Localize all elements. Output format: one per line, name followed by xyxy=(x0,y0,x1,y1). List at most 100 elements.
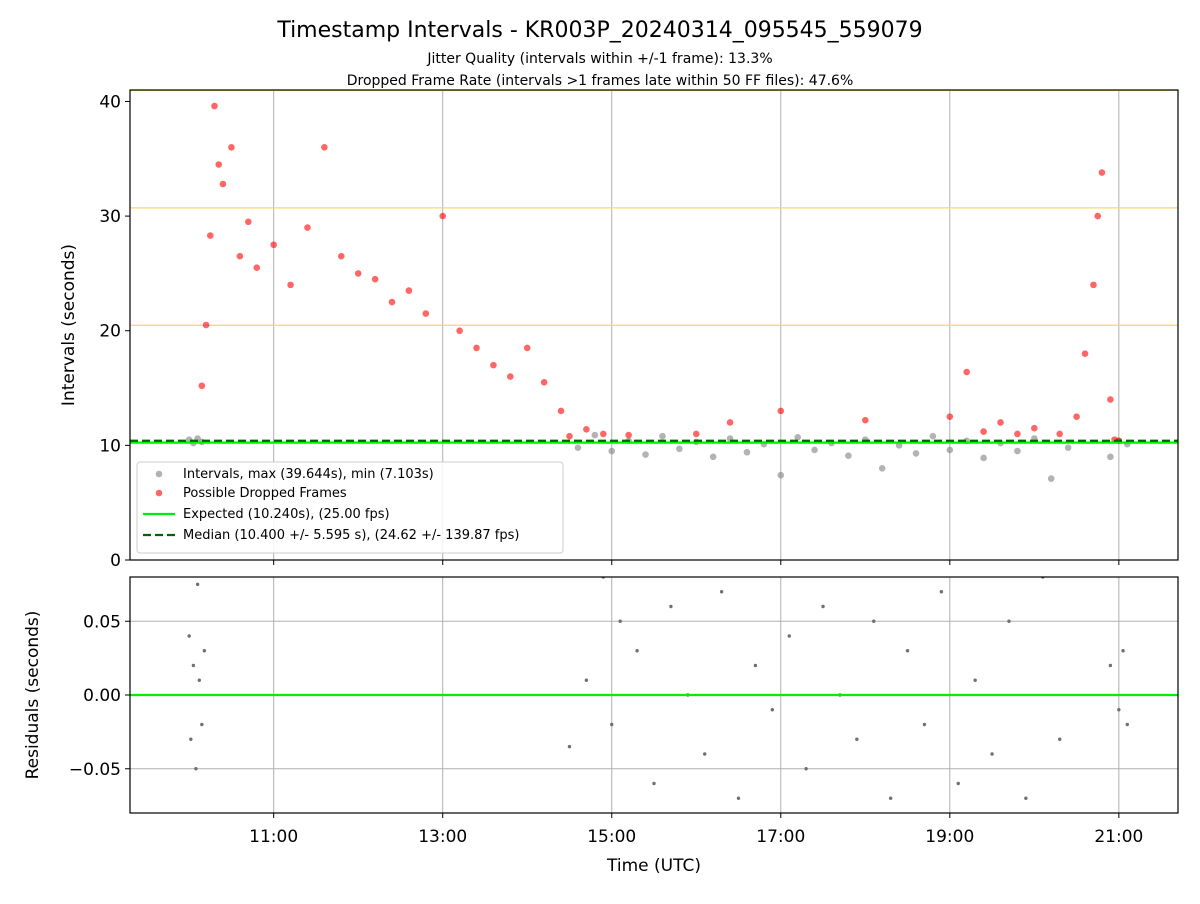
dropped-frame-point xyxy=(599,430,607,438)
residual-point xyxy=(719,590,724,594)
bottom-xlabel: Time (UTC) xyxy=(606,856,701,876)
bottom-xtick-label: 21:00 xyxy=(1094,827,1143,847)
interval-plot: 0 10 20 30 40 Intervals (seconds) Intervals, m… xyxy=(59,89,1179,571)
dropped-frame-point xyxy=(236,252,244,260)
dropped-frame-point xyxy=(422,310,430,317)
dropped-frame-point xyxy=(861,416,869,424)
interval-point xyxy=(777,471,785,479)
interval-point xyxy=(676,445,683,453)
residual-point xyxy=(905,649,910,653)
dropped-frame-point xyxy=(566,432,573,440)
residual-point xyxy=(939,590,944,594)
interval-point xyxy=(743,448,751,456)
residual-point xyxy=(652,781,656,786)
dropped-frame-point xyxy=(625,431,632,439)
chart-subtitle-jitter: Jitter Quality (intervals within +/-1 fr… xyxy=(426,51,772,67)
dropped-frame-point xyxy=(219,180,227,188)
residual-point xyxy=(197,678,202,682)
dropped-frame-point xyxy=(777,407,785,415)
dropped-frame-point xyxy=(980,428,987,435)
dropped-frame-point xyxy=(245,218,252,226)
bottom-xtick-label: 19:00 xyxy=(925,827,974,847)
residual-point xyxy=(191,663,196,668)
residual-point xyxy=(187,634,191,638)
dropped-frame-point xyxy=(371,275,379,283)
interval-point xyxy=(895,442,903,449)
legend-interval-marker xyxy=(155,470,163,478)
dropped-frame-point xyxy=(337,252,345,260)
residual-point xyxy=(804,767,808,771)
dropped-frame-point xyxy=(1107,396,1114,403)
interval-point xyxy=(1014,447,1021,455)
chart-title: Timestamp Intervals - KR003P_20240314_09… xyxy=(276,18,922,43)
top-ytick-label: 10 xyxy=(99,436,121,456)
dropped-frame-point xyxy=(540,379,548,386)
residual-point xyxy=(922,722,927,727)
dropped-frame-point xyxy=(354,270,362,277)
residual-point xyxy=(189,737,193,741)
bottom-ylabel: Residuals (seconds) xyxy=(23,611,43,780)
dropped-frame-point xyxy=(1081,350,1089,357)
residual-point xyxy=(610,722,614,727)
interval-point xyxy=(946,446,954,454)
dropped-frame-point xyxy=(215,161,223,168)
dropped-frame-point xyxy=(583,426,590,433)
residual-point xyxy=(973,678,977,682)
bottom-xtick-label: 11:00 xyxy=(249,827,298,847)
residual-point xyxy=(635,649,639,653)
interval-point xyxy=(642,451,649,458)
bottom-xtick-label: 13:00 xyxy=(418,827,467,847)
bottom-xtick-label: 17:00 xyxy=(756,827,805,847)
top-axes-frame xyxy=(129,89,1179,561)
dropped-frame-point xyxy=(1031,424,1038,432)
residual-point xyxy=(1024,796,1028,800)
residual-point xyxy=(618,619,622,623)
interval-point xyxy=(574,444,582,451)
residual-point xyxy=(200,722,204,727)
top-ytick-label: 20 xyxy=(99,322,121,342)
top-ylabel: Intervals (seconds) xyxy=(59,244,79,406)
interval-point xyxy=(1064,444,1072,451)
bottom-points xyxy=(187,577,1129,800)
dropped-frame-point xyxy=(304,224,311,231)
dropped-frame-point xyxy=(1014,430,1021,438)
interval-point xyxy=(794,434,801,441)
dropped-frame-point xyxy=(963,368,971,376)
legend-interval-label: Intervals, max (39.644s), min (7.103s) xyxy=(183,467,434,482)
legend-median-label: Median (10.400 +/- 5.595 s), (24.62 +/- … xyxy=(183,528,519,543)
residual-point xyxy=(990,752,994,756)
chart-subtitle-dropped: Dropped Frame Rate (intervals >1 frames … xyxy=(347,73,854,89)
residual-point xyxy=(567,744,572,749)
bottom-ytick-label: 0.00 xyxy=(83,686,121,706)
dropped-frame-point xyxy=(287,281,294,289)
residual-point xyxy=(753,663,758,668)
interval-point xyxy=(608,447,616,455)
dropped-frame-point xyxy=(270,241,277,249)
dropped-frame-point xyxy=(253,264,261,271)
residual-point xyxy=(770,708,775,712)
residual-point xyxy=(1108,663,1113,668)
dropped-frame-point xyxy=(206,232,214,239)
interval-point xyxy=(912,450,920,457)
dropped-frame-point xyxy=(228,144,235,151)
residual-point xyxy=(669,604,673,609)
dropped-frame-point xyxy=(439,212,447,220)
dropped-frame-point xyxy=(490,361,497,369)
interval-point xyxy=(811,446,818,454)
residual-point xyxy=(872,619,876,623)
residual-point xyxy=(1125,722,1129,727)
dropped-frame-point xyxy=(523,344,531,352)
interval-point xyxy=(929,432,937,440)
dropped-frame-point xyxy=(388,298,396,306)
dropped-frame-point xyxy=(1056,430,1063,438)
interval-point xyxy=(659,432,666,440)
residual-point xyxy=(956,781,960,786)
dropped-frame-point xyxy=(405,287,413,294)
residual-point xyxy=(787,634,791,638)
dropped-frame-point xyxy=(557,407,565,415)
bottom-ytick-label: 0.05 xyxy=(83,612,121,632)
legend: Intervals, max (39.644s), min (7.103s) Po… xyxy=(136,461,564,554)
top-ytick-label: 0 xyxy=(110,551,121,571)
